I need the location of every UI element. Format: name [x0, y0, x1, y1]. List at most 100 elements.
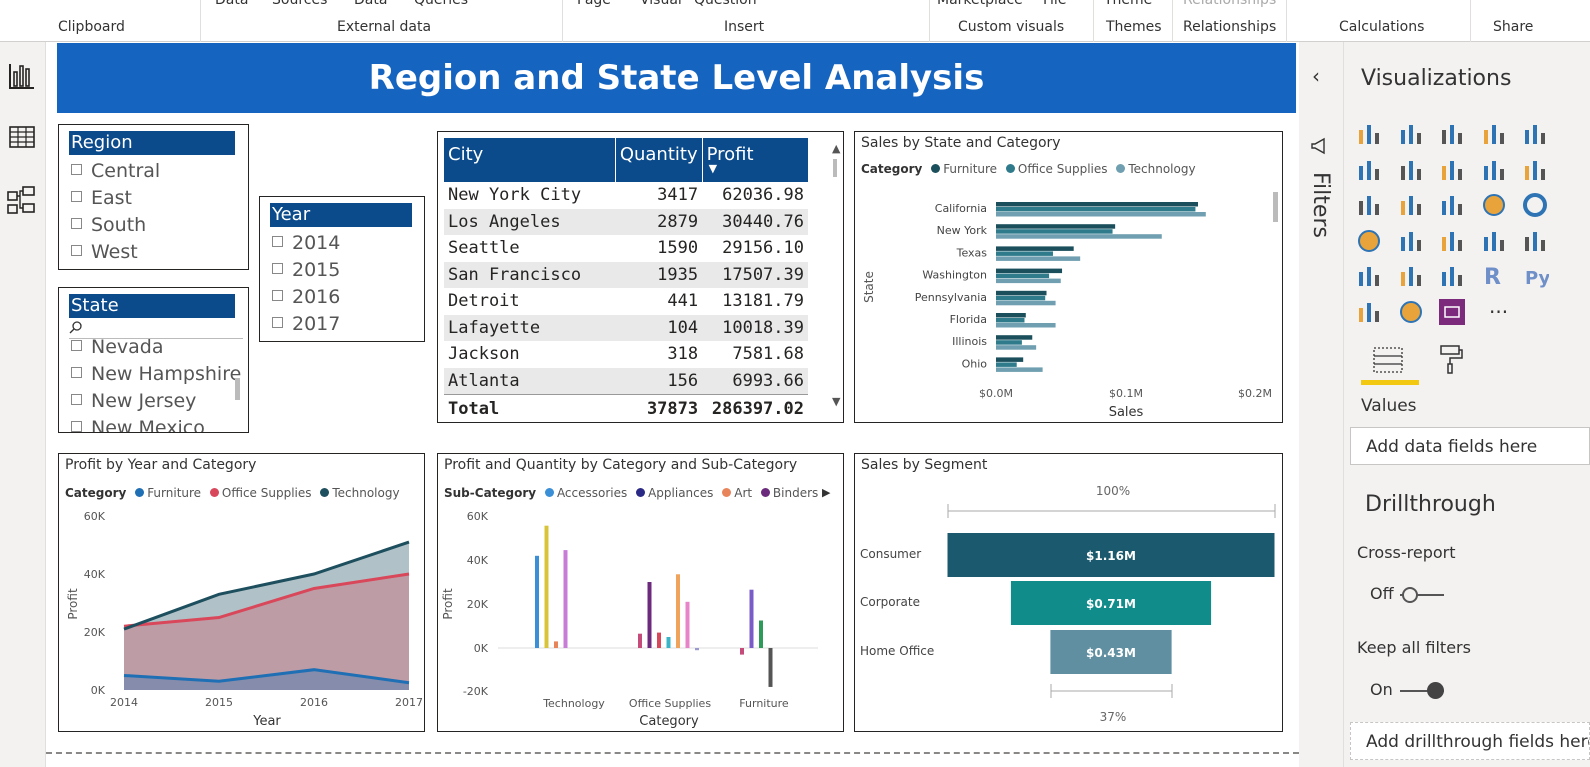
- legend-item[interactable]: Technology: [332, 486, 400, 500]
- city-matrix[interactable]: City Quantity Profit ▼ New York City 3417 6…: [437, 131, 844, 423]
- column-header-city[interactable]: City: [444, 138, 616, 182]
- checkbox-icon[interactable]: [272, 236, 283, 247]
- slicer-item-new-hampshire[interactable]: New Hampshire: [71, 363, 241, 385]
- checkbox-icon[interactable]: [272, 317, 283, 328]
- fields-tab-icon[interactable]: [1371, 344, 1405, 376]
- legend-item[interactable]: Furniture: [147, 486, 202, 500]
- scrollbar-thumb[interactable]: [235, 378, 240, 400]
- filters-label[interactable]: Filters: [1308, 172, 1333, 238]
- slicer-item-central[interactable]: Central: [71, 160, 160, 182]
- checkbox-icon[interactable]: [71, 394, 82, 405]
- stacked-column-icon[interactable]: [1397, 120, 1425, 148]
- checkbox-icon[interactable]: [71, 367, 82, 378]
- funnel-icon[interactable]: [1397, 191, 1425, 219]
- 100-bar-icon[interactable]: [1521, 120, 1549, 148]
- legend-item[interactable]: Binders: [772, 486, 819, 500]
- more-visuals-icon[interactable]: ···: [1489, 300, 1509, 324]
- table-row[interactable]: Atlanta 156 6993.66: [444, 367, 808, 394]
- drillthrough-drop-field[interactable]: Add drillthrough fields here: [1350, 722, 1590, 760]
- ribbon-chart-icon[interactable]: [1355, 191, 1383, 219]
- checkbox-icon[interactable]: [71, 164, 82, 175]
- legend-item[interactable]: Accessories: [556, 486, 628, 500]
- slicer-item-new-jersey[interactable]: New Jersey: [71, 390, 196, 412]
- ribbon-button-relationships[interactable]: Relationships: [1183, 0, 1277, 8]
- matrix-icon[interactable]: [1438, 262, 1466, 290]
- python-visual-icon[interactable]: Py: [1521, 262, 1549, 290]
- slicer-icon[interactable]: [1355, 262, 1383, 290]
- region-slicer[interactable]: Region Central East South West: [58, 124, 249, 270]
- card-icon[interactable]: [1480, 227, 1508, 255]
- profit-by-year-chart[interactable]: Profit by Year and Category Category Fur…: [58, 453, 425, 732]
- slicer-item-east[interactable]: East: [71, 187, 132, 209]
- legend-item[interactable]: Appliances: [648, 486, 714, 500]
- stacked-area-icon[interactable]: [1438, 156, 1466, 184]
- ribbon-button-theme[interactable]: Theme: [1104, 0, 1153, 8]
- legend-item[interactable]: Technology: [1128, 162, 1196, 176]
- paint-roller-icon[interactable]: [1435, 342, 1465, 376]
- keep-filters-toggle[interactable]: [1400, 690, 1444, 692]
- year-slicer[interactable]: Year 2014 2015 2016 2017: [259, 196, 425, 342]
- ribbon-button-question[interactable]: Question: [694, 0, 757, 8]
- multirow-card-icon[interactable]: [1521, 227, 1549, 255]
- collapse-chevron-icon[interactable]: ‹: [1312, 64, 1320, 88]
- model-view-icon[interactable]: [4, 182, 40, 218]
- checkbox-icon[interactable]: [272, 263, 283, 274]
- search-icon[interactable]: [69, 320, 83, 334]
- pie-icon[interactable]: [1480, 191, 1508, 219]
- qa-icon[interactable]: [1355, 298, 1383, 326]
- column-header-profit[interactable]: Profit ▼: [702, 138, 808, 182]
- ribbon-button-marketplace[interactable]: Marketplace: [937, 0, 1023, 8]
- slicer-item-2015[interactable]: 2015: [272, 259, 340, 281]
- scrollbar-thumb[interactable]: [833, 159, 837, 177]
- sales-by-segment-funnel[interactable]: Sales by Segment 100% 37% $1.16M Consumer…: [854, 453, 1283, 732]
- slicer-item-2016[interactable]: 2016: [272, 286, 340, 308]
- donut-icon[interactable]: [1521, 191, 1549, 219]
- values-drop-field[interactable]: Add data fields here: [1350, 427, 1590, 465]
- cross-report-toggle[interactable]: [1400, 594, 1444, 596]
- checkbox-icon[interactable]: [71, 421, 82, 432]
- ribbon-button-page[interactable]: Page: [577, 0, 611, 8]
- slicer-item-new-mexico[interactable]: New Mexico: [71, 417, 205, 432]
- line-chart-icon[interactable]: [1355, 156, 1383, 184]
- checkbox-icon[interactable]: [71, 245, 82, 256]
- checkbox-icon[interactable]: [71, 191, 82, 202]
- table-row[interactable]: Seattle 1590 29156.10: [444, 235, 808, 262]
- gauge-icon[interactable]: [1438, 227, 1466, 255]
- scroll-up-icon[interactable]: ▲: [832, 142, 841, 155]
- legend-next-icon[interactable]: ▶: [822, 486, 831, 499]
- table-row[interactable]: New York City 3417 62036.98: [444, 182, 808, 209]
- checkbox-icon[interactable]: [272, 290, 283, 301]
- slicer-item-south[interactable]: South: [71, 214, 146, 236]
- checkbox-icon[interactable]: [71, 340, 82, 351]
- ribbon-button-visual[interactable]: Visual: [640, 0, 682, 8]
- table-row[interactable]: San Francisco 1935 17507.39: [444, 261, 808, 288]
- scatter-icon[interactable]: [1438, 191, 1466, 219]
- legend-item[interactable]: Office Supplies: [221, 486, 312, 500]
- table-row[interactable]: Los Angeles 2879 30440.76: [444, 208, 808, 235]
- map-icon[interactable]: [1355, 227, 1383, 255]
- ribbon-button-data-2[interactable]: Data: [354, 0, 388, 8]
- scrollbar-thumb[interactable]: [1273, 192, 1278, 222]
- profit-quantity-chart[interactable]: Profit and Quantity by Category and Sub-…: [437, 453, 844, 732]
- toggle-knob[interactable]: [1427, 682, 1444, 699]
- table-row[interactable]: Detroit 441 13181.79: [444, 288, 808, 315]
- legend-item[interactable]: Office Supplies: [1017, 162, 1108, 176]
- r-visual-icon[interactable]: R: [1480, 262, 1508, 290]
- legend-item[interactable]: Furniture: [943, 162, 998, 176]
- legend-item[interactable]: Art: [734, 486, 753, 500]
- state-slicer[interactable]: State Nevada New Hampshire New Jersey Ne…: [58, 287, 249, 433]
- column-header-quantity[interactable]: Quantity: [615, 138, 703, 182]
- globe-icon[interactable]: [1397, 298, 1425, 326]
- checkbox-icon[interactable]: [71, 218, 82, 229]
- filled-map-icon[interactable]: [1397, 227, 1425, 255]
- table-icon[interactable]: [1397, 262, 1425, 290]
- slicer-item-nevada[interactable]: Nevada: [71, 336, 164, 358]
- ribbon-button-data[interactable]: Data: [215, 0, 249, 8]
- slicer-item-2017[interactable]: 2017: [272, 313, 340, 335]
- clustered-bar-icon[interactable]: [1438, 120, 1466, 148]
- ribbon-button-file[interactable]: File: [1043, 0, 1067, 8]
- data-view-icon[interactable]: [4, 119, 40, 155]
- slicer-item-west[interactable]: West: [71, 241, 138, 263]
- table-row[interactable]: Lafayette 104 10018.39: [444, 314, 808, 341]
- table-row[interactable]: Jackson 318 7581.68: [444, 341, 808, 368]
